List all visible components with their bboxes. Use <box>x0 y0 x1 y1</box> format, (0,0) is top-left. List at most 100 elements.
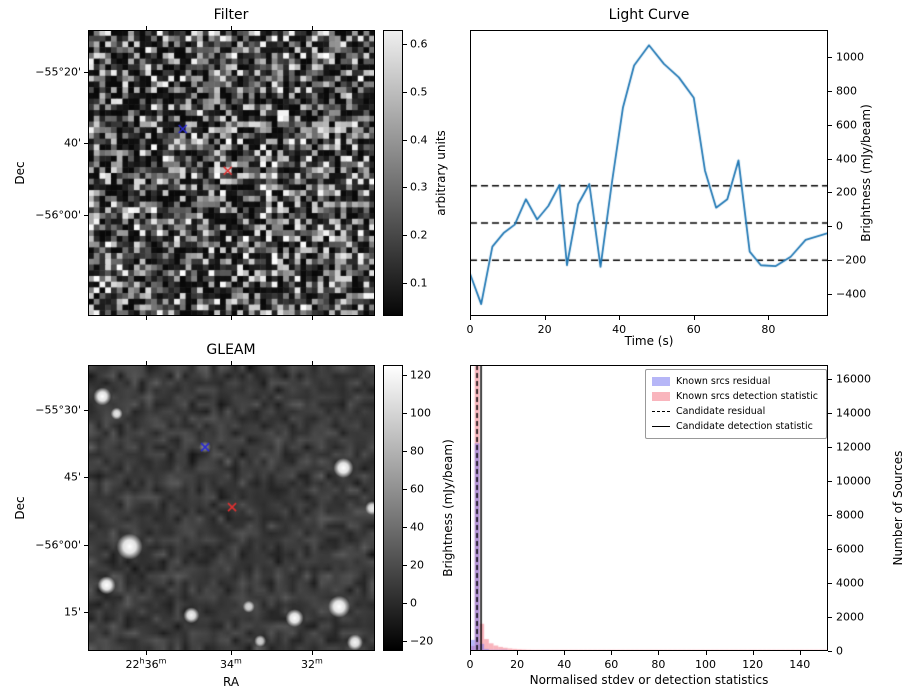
filter-ytick <box>84 143 88 145</box>
legend-label: Candidate detection statistic <box>676 421 813 432</box>
lc-xtick <box>544 316 546 320</box>
gleam-ytick <box>84 477 88 479</box>
gleam-xtick <box>230 361 232 365</box>
legend-item-known-detstat: Known srcs detection statistic <box>652 389 818 404</box>
gleam-cbar-tick-label: 20 <box>410 558 424 572</box>
hist-ytick <box>828 412 832 414</box>
lc-ytick-label: −200 <box>836 253 867 267</box>
gleam-cbar-tick <box>403 450 407 452</box>
filter-cbar-tick <box>403 187 407 189</box>
gleam-ytick <box>84 544 88 546</box>
legend-label: Known srcs detection statistic <box>676 391 818 402</box>
filter-cbar-tick-label: 0.4 <box>410 133 428 147</box>
gleam-xtick <box>230 651 232 655</box>
lc-xtick-label: 60 <box>686 323 701 336</box>
gleam-ylabel: Dec <box>13 496 27 520</box>
lc-ytick-label: 400 <box>836 152 857 166</box>
lc-xtick <box>619 316 621 320</box>
gleam-xtick <box>311 361 313 365</box>
gleam-cbar-tick <box>403 412 407 414</box>
hist-ytick <box>828 446 832 448</box>
filter-title: Filter <box>213 7 249 23</box>
legend-dashed-line-icon <box>652 411 670 412</box>
filter-cbar-tick <box>403 282 407 284</box>
hist-ytick-label: 6000 <box>836 542 864 556</box>
gleam-cbar-tick <box>403 603 407 605</box>
legend-solid-line-icon <box>652 426 670 427</box>
filter-ytick-label: −56°00' <box>35 208 81 222</box>
hist-ytick <box>828 480 832 482</box>
hist-xtick-label: 100 <box>695 658 717 671</box>
lc-ytick-label: 200 <box>836 185 857 199</box>
hist-ytick-label: 8000 <box>836 508 864 522</box>
hist-ytick <box>828 548 832 550</box>
lc-ytick-label: 1000 <box>836 50 864 64</box>
lc-ytick <box>828 57 832 59</box>
gleam-xtick <box>145 361 147 365</box>
hist-xtick <box>611 651 613 655</box>
light-curve-ylabel: Brightness (mJy/beam) <box>859 104 873 242</box>
gleam-image-canvas <box>88 365 375 651</box>
legend-swatch-blue-patch <box>652 377 670 386</box>
gleam-cbar-tick <box>403 527 407 529</box>
gleam-title: GLEAM <box>206 342 256 358</box>
legend-item-candidate-residual: Candidate residual <box>652 404 818 419</box>
lc-ytick <box>828 260 832 262</box>
hist-xtick-label: 140 <box>789 658 811 671</box>
filter-cbar-tick-label: 0.2 <box>410 228 428 242</box>
legend-item-known-residual: Known srcs residual <box>652 374 818 389</box>
gleam-cbar-tick <box>403 565 407 567</box>
light-curve-canvas <box>470 30 828 316</box>
gleam-xlabel: RA <box>222 675 240 689</box>
lc-ytick-label: 600 <box>836 118 857 132</box>
gleam-xtick <box>145 651 147 655</box>
hist-ytick <box>828 514 832 516</box>
legend-label: Known srcs residual <box>676 376 771 387</box>
lc-xtick <box>768 316 770 320</box>
filter-cbar-tick-label: 0.1 <box>410 276 428 290</box>
hist-xtick <box>752 651 754 655</box>
gleam-cbar-tick <box>403 374 407 376</box>
gleam-cbar-tick <box>403 488 407 490</box>
hist-xtick-label: 40 <box>557 658 572 671</box>
legend-swatch-pink-patch <box>652 392 670 401</box>
filter-cbar-tick <box>403 44 407 46</box>
hist-ytick <box>828 651 832 652</box>
lc-xtick-label: 20 <box>537 323 552 336</box>
hist-ytick-label: 16000 <box>836 372 871 386</box>
gleam-cbar-tick-label: −20 <box>410 634 434 648</box>
gleam-cbar-tick-label: 60 <box>410 482 424 496</box>
hist-ytick-label: 0 <box>836 644 843 658</box>
filter-xtick <box>145 26 147 30</box>
legend-item-candidate-detstat: Candidate detection statistic <box>652 419 818 434</box>
gleam-cbar-tick-label: 120 <box>410 368 431 382</box>
filter-cbar-tick-label: 0.3 <box>410 180 428 194</box>
gleam-xtick-label: 34m <box>220 656 242 671</box>
lc-ytick <box>828 226 832 228</box>
gleam-cbar-tick-label: 0 <box>410 596 417 610</box>
hist-ytick <box>828 582 832 584</box>
lc-ytick <box>828 90 832 92</box>
histogram-xlabel: Normalised stdev or detection statistics <box>529 673 769 687</box>
hist-xtick <box>564 651 566 655</box>
filter-ytick-label: 40' <box>63 136 81 150</box>
filter-xtick <box>145 316 147 320</box>
filter-ytick-label: −55°20' <box>35 65 81 79</box>
hist-xtick <box>658 651 660 655</box>
lc-xtick-label: 80 <box>761 323 776 336</box>
lc-ytick <box>828 192 832 194</box>
filter-colorbar <box>383 30 403 316</box>
gleam-cbar-tick-label: 40 <box>410 520 424 534</box>
lc-xtick <box>693 316 695 320</box>
hist-ytick-label: 14000 <box>836 406 871 420</box>
gleam-colorbar-label: Brightness (mJy/beam) <box>441 439 455 577</box>
lc-ytick <box>828 124 832 126</box>
histogram-legend: Known srcs residual Known srcs detection… <box>645 369 827 439</box>
lc-ytick-label: −400 <box>836 287 867 301</box>
hist-xtick <box>705 651 707 655</box>
hist-xtick <box>517 651 519 655</box>
hist-xtick-label: 60 <box>604 658 619 671</box>
gleam-ytick <box>84 612 88 614</box>
filter-xtick <box>230 26 232 30</box>
hist-ytick <box>828 616 832 618</box>
